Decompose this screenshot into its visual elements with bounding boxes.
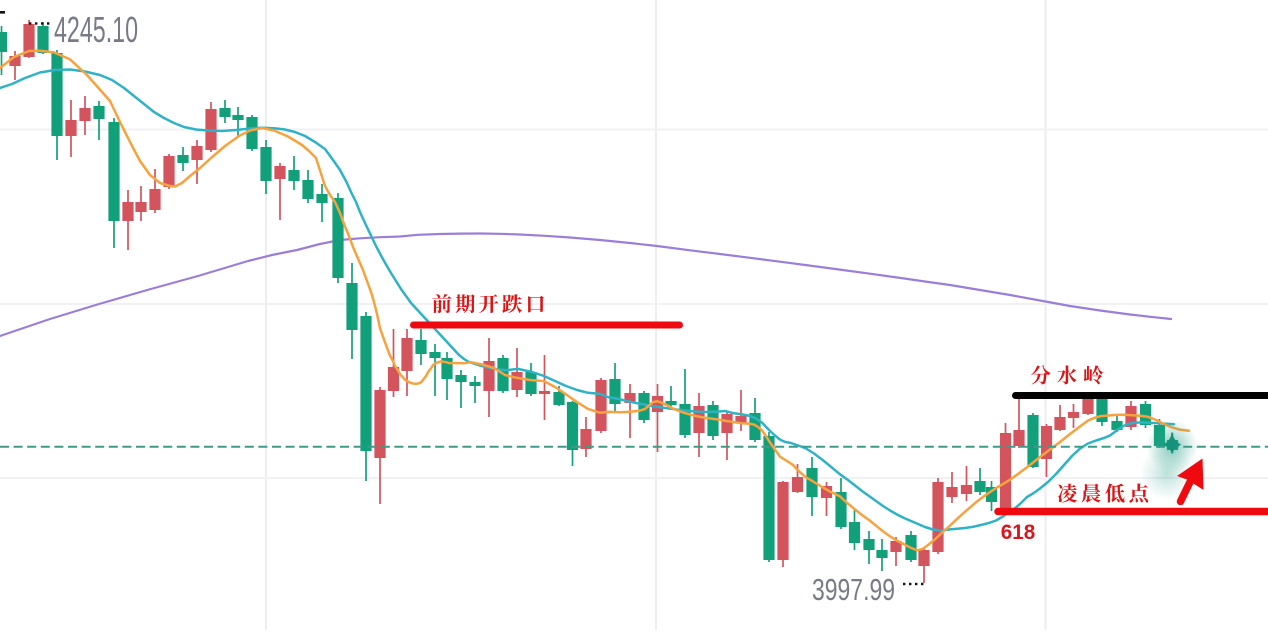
svg-text:4245.10: 4245.10 [54,9,138,50]
svg-text:618: 618 [1001,520,1036,544]
svg-text:3997.99: 3997.99 [812,572,895,607]
